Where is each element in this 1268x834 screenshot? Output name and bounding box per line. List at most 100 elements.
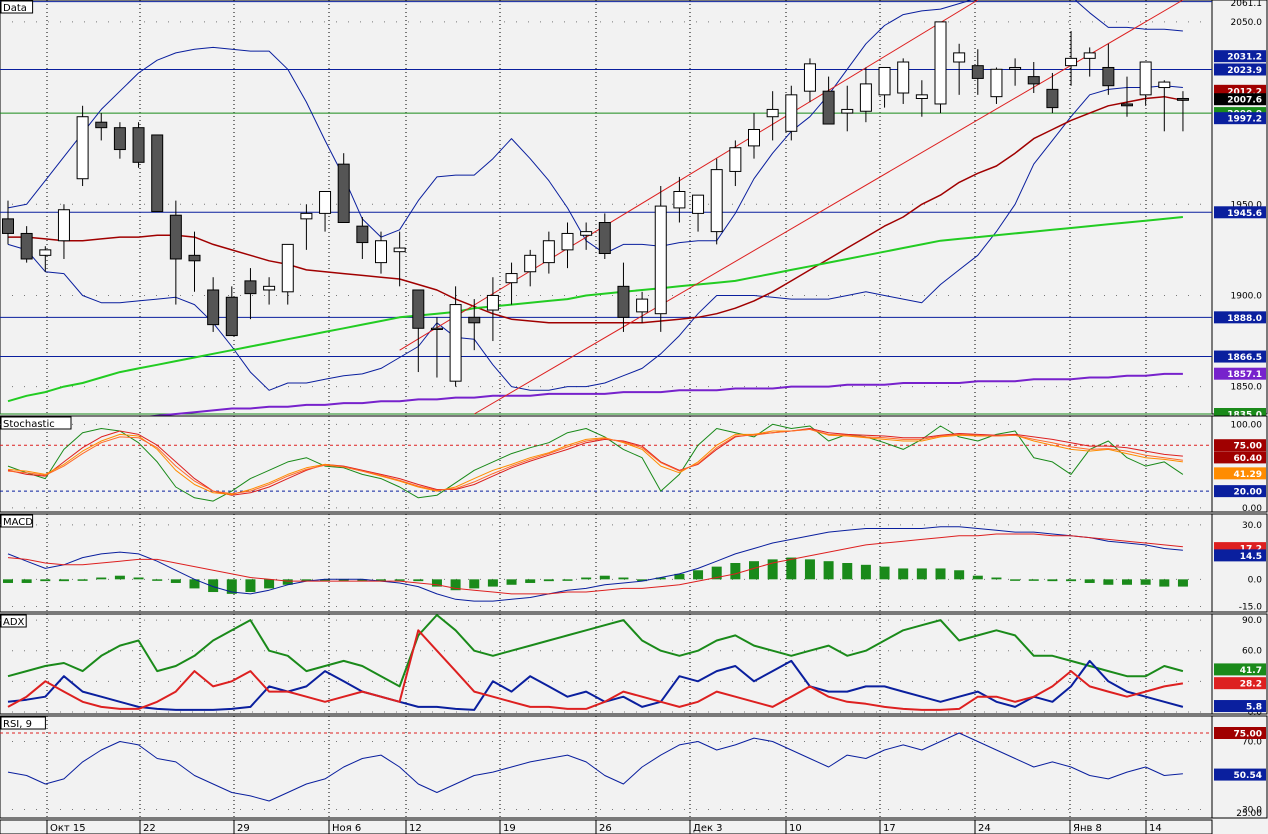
candle-body-28 (524, 254, 537, 273)
stochastic-tick-label-1: 0.00 (1242, 504, 1262, 514)
price-value-badge-bg-7 (1214, 311, 1266, 324)
candle-body-16 (300, 212, 313, 220)
candle-48 (897, 58, 910, 104)
price-value-badge-text-9: 1857.1 (1227, 370, 1262, 380)
adx-series-0 (7, 614, 1184, 688)
stochastic-panel: 100.00 0.00 75.00 60.40 41.29 20.00 Stochastic (0, 415, 1268, 514)
candle-19 (356, 217, 369, 259)
candle-body-18 (337, 163, 350, 224)
stochastic-value-badge-text-0: 75.00 (1234, 442, 1262, 452)
candle-body-12 (225, 296, 238, 337)
candle-body-33 (617, 285, 630, 318)
macd-bar-44 (823, 561, 834, 580)
candle-body-32 (598, 222, 611, 255)
adx-value-badge-2: 5.8 (1214, 700, 1266, 713)
macd-value-axis (1211, 513, 1268, 613)
stochastic-value-badge-bg-3 (1214, 485, 1266, 498)
candle-17 (319, 190, 332, 232)
candle-35 (654, 186, 667, 332)
stochastic-title: Stochastic (3, 419, 55, 430)
candle-body-27 (505, 273, 518, 284)
date-label-2: 29 (237, 823, 250, 834)
macd-bar-40 (749, 561, 759, 580)
macd-bar-14 (264, 579, 275, 589)
macd-bar-12 (226, 579, 237, 594)
date-label-5: 19 (503, 823, 516, 834)
macd-series-0 (7, 526, 1183, 602)
macd-bar-31 (581, 577, 592, 580)
macd-bar-51 (954, 570, 965, 580)
candle-40 (748, 113, 760, 159)
macd-title-box (0, 514, 34, 528)
rsi-value-badge-text-1: 50.54 (1234, 771, 1262, 781)
macd-tick-label-2: -15.0 (1239, 603, 1263, 613)
candle-56 (1046, 72, 1059, 114)
candle-50 (934, 21, 947, 114)
candle-33 (617, 262, 630, 332)
macd-bar-39 (730, 563, 741, 580)
stochastic-plot-area (0, 415, 1213, 513)
candle-24 (449, 286, 462, 387)
date-label-0: Окт 15 (50, 823, 86, 834)
candle-60 (1121, 76, 1133, 117)
candle-body-31 (580, 231, 593, 236)
candle-body-37 (692, 194, 705, 214)
macd-bar-5 (96, 577, 107, 580)
candle-37 (692, 194, 705, 232)
candle-6 (113, 122, 126, 159)
candle-61 (1139, 61, 1152, 106)
price-value-badge-text-1: 2023.9 (1227, 66, 1262, 76)
candle-body-45 (841, 108, 854, 114)
date-label-9: 17 (883, 823, 896, 834)
candle-31 (580, 222, 593, 250)
candle-53 (990, 67, 1003, 104)
adx-tick-label-1: 60.0 (1242, 647, 1262, 657)
candle-body-54 (1009, 66, 1022, 70)
date-label-7: Дек 3 (693, 823, 723, 834)
rsi-value-badge-bg-1 (1214, 768, 1266, 781)
candle-26 (486, 277, 499, 342)
candle-body-5 (95, 121, 108, 129)
candle-body-41 (766, 108, 779, 118)
stochastic-value-badge-0: 75.00 (1214, 439, 1266, 452)
macd-bar-9 (170, 579, 181, 583)
macd-bar-58 (1084, 579, 1095, 583)
macd-bar-16 (301, 579, 312, 582)
adx-value-badge-1: 28.2 (1214, 677, 1266, 690)
rsi-title-box (0, 716, 46, 730)
macd-title: MACD (3, 517, 33, 528)
candle-body-52 (971, 65, 984, 79)
macd-bar-54 (1010, 579, 1021, 581)
macd-bar-25 (469, 579, 480, 589)
date-label-8: 10 (789, 823, 802, 834)
candle-4 (76, 105, 89, 187)
macd-bar-45 (842, 563, 853, 580)
stochastic-value-badge-2: 41.29 (1214, 467, 1266, 480)
candle-5 (95, 113, 108, 141)
macd-bar-21 (394, 579, 405, 581)
macd-bar-48 (898, 568, 909, 580)
macd-bar-4 (77, 579, 88, 581)
candle-body-8 (151, 134, 164, 213)
macd-value-badge-1: 14.5 (1214, 549, 1266, 562)
candle-15 (281, 243, 294, 305)
stochastic-value-badge-bg-1 (1214, 451, 1266, 464)
candle-body-48 (897, 61, 910, 94)
candle-body-6 (113, 127, 126, 151)
candle-body-24 (449, 304, 462, 382)
candle-body-40 (748, 128, 760, 147)
candle-42 (785, 85, 798, 141)
macd-bar-17 (320, 579, 331, 581)
candle-body-25 (468, 316, 481, 324)
price-value-badge-bg-3 (1214, 93, 1266, 106)
stochastic-value-badge-text-3: 20.00 (1234, 488, 1262, 498)
price-value-badge-bg-0 (1214, 50, 1266, 63)
candle-body-38 (710, 169, 723, 233)
candle-body-51 (953, 52, 966, 63)
candle-body-47 (878, 66, 891, 96)
candle-body-57 (1065, 57, 1078, 67)
price-value-badge-5: 1997.2 (1214, 112, 1266, 125)
adx-value-badge-0: 41.7 (1214, 663, 1266, 676)
candle-8 (151, 134, 164, 213)
date-label-10: 24 (978, 823, 991, 834)
